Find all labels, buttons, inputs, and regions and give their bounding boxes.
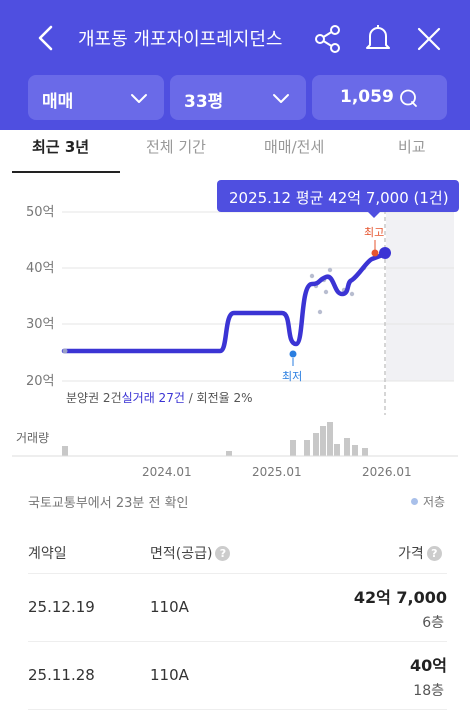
volume-bar [327,422,333,456]
trade-point [323,289,329,295]
tab-sale-jeonse[interactable]: 매매/전세 [264,138,325,156]
volume-bar [334,444,340,456]
volume-bar [226,451,232,456]
header-price: 가격? [398,543,442,563]
tab-recent-3y[interactable]: 최근 3년 [32,138,90,156]
price-tooltip: 2025.12 평균 42억 7,000 (1건) [217,180,459,212]
trade-point [327,267,333,273]
volume-label: 거래량 [16,431,49,445]
high-marker [371,249,379,257]
divider [28,573,447,574]
stats-presale: 분양권 2건 [66,391,122,405]
header-area: 면적(공급)? [150,543,231,563]
help-icon[interactable]: ? [426,546,442,561]
volume-bar [313,433,319,456]
current-point[interactable] [379,247,391,259]
tab-all-period[interactable]: 전체 기간 [146,138,206,156]
price-chart[interactable]: 50억 40억 30억 20억 최고 최저 분양권 2건실거래 27건 / 회전… [0,176,470,486]
tooltip-pointer [368,212,380,218]
comments-count: 1,059 [340,87,394,107]
chat-bubble-icon [400,89,417,107]
volume-bar [362,448,368,456]
back-icon[interactable] [32,22,60,54]
bell-icon[interactable] [362,22,394,54]
volume-bars [62,422,368,456]
page-title: 개포동 개포자이프레지던스 [78,29,283,50]
divider [28,709,447,710]
comments-button[interactable]: 1,059 [312,75,447,120]
y-tick-label: 20억 [26,374,55,389]
size-value: 33평 [184,92,224,112]
deal-type-select[interactable]: 매매 [28,75,164,120]
y-tick-label: 50억 [26,205,55,220]
header-date: 계약일 [28,546,67,562]
row-floor: 6층 [422,615,444,631]
active-tab-indicator [12,171,120,173]
chevron-down-icon [131,94,147,103]
deal-type-value: 매매 [42,92,74,112]
low-floor-legend: 저층 [423,495,446,509]
volume-bar [344,438,350,456]
row-price: 40억 [410,656,447,675]
low-marker [289,350,297,358]
high-label: 최고 [364,226,384,239]
tab-compare[interactable]: 비교 [398,138,426,156]
volume-bar [352,445,358,456]
x-tick-label: 2025.01 [252,465,302,479]
low-floor-legend-dot [411,498,418,505]
x-tick-label: 2026.01 [362,465,412,479]
low-label: 최저 [282,370,302,383]
row-area: 110A [150,598,189,616]
trade-point [309,273,315,279]
stats-turnover: / 회전율 2% [185,391,253,405]
trade-point [349,291,355,297]
divider [28,641,447,642]
header: 개포동 개포자이프레지던스 매매 33평 1,059 [0,0,470,130]
volume-bar [290,440,296,456]
tooltip-text: 2025.12 평균 42억 7,000 (1건) [229,189,449,207]
price-line [61,251,388,354]
row-date: 25.12.19 [28,598,95,616]
row-floor: 18층 [413,683,444,699]
volume-bar [320,426,326,456]
update-status: 국토교통부에서 23분 전 확인 [28,496,189,511]
row-date: 25.11.28 [28,666,95,684]
row-area: 110A [150,666,189,684]
trade-point [317,309,323,315]
help-icon[interactable]: ? [215,546,231,561]
gridlines [62,211,454,382]
volume-bar [62,446,68,456]
future-region [386,196,454,381]
x-tick-label: 2024.01 [142,465,192,479]
title-bar: 개포동 개포자이프레지던스 [0,0,470,76]
volume-bar [304,440,310,456]
series-start-point [62,348,68,354]
stats-trades: 실거래 27건 [122,391,185,405]
share-icon[interactable] [313,24,343,54]
trade-stats: 분양권 2건실거래 27건 / 회전율 2% [66,391,253,405]
size-select[interactable]: 33평 [170,75,306,120]
chevron-down-icon [273,94,289,103]
header-price-label: 가격 [398,546,424,562]
y-tick-label: 40억 [26,261,55,276]
header-area-label: 면적(공급) [150,546,213,562]
close-icon[interactable] [414,24,444,54]
y-tick-label: 30억 [26,317,55,332]
chart-tabs: 최근 3년 전체 기간 매매/전세 비교 [0,130,470,174]
row-price: 42억 7,000 [353,588,447,607]
